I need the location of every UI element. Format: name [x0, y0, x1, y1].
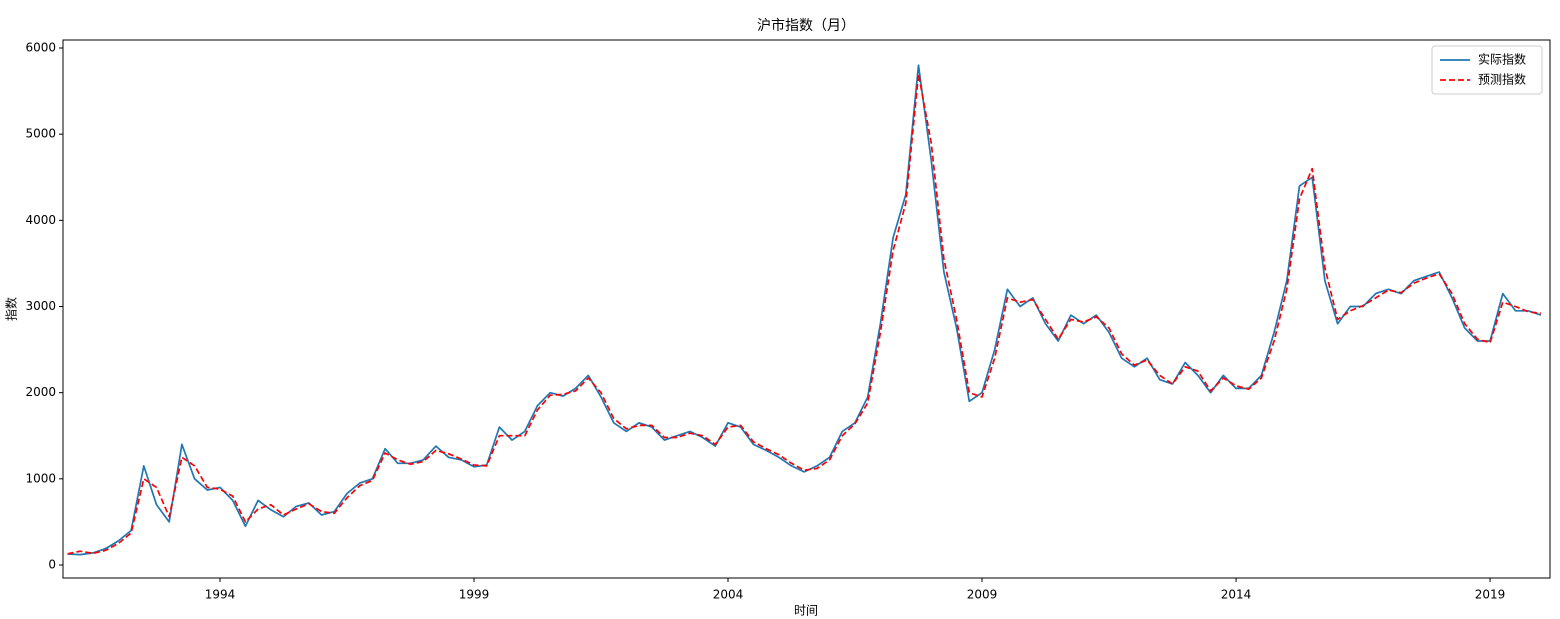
series-line [67, 64, 1542, 556]
x-tick-label: 2009 [967, 588, 998, 602]
chart-title: 沪市指数（月） [757, 17, 855, 34]
y-tick-label: 6000 [25, 41, 56, 55]
x-tick-label: 1994 [205, 588, 236, 602]
y-axis-label: 指数 [4, 297, 19, 321]
x-tick-label: 2019 [1475, 588, 1506, 602]
axes-frame [62, 39, 1551, 579]
y-tick-label: 5000 [25, 127, 56, 141]
x-tick-label: 2004 [713, 588, 744, 602]
y-tick-label: 2000 [25, 385, 56, 399]
legend-label: 实际指数 [1478, 52, 1526, 67]
y-tick-label: 4000 [25, 213, 56, 227]
y-tick-label: 3000 [25, 299, 56, 313]
legend-box [1431, 45, 1543, 95]
series-line [67, 73, 1542, 555]
x-axis-label: 时间 [794, 604, 818, 618]
y-tick-label: 0 [48, 557, 56, 571]
x-tick-label: 2014 [1221, 588, 1252, 602]
x-tick-label: 1999 [459, 588, 490, 602]
y-tick-label: 1000 [25, 471, 56, 485]
legend-label: 预测指数 [1478, 72, 1526, 87]
